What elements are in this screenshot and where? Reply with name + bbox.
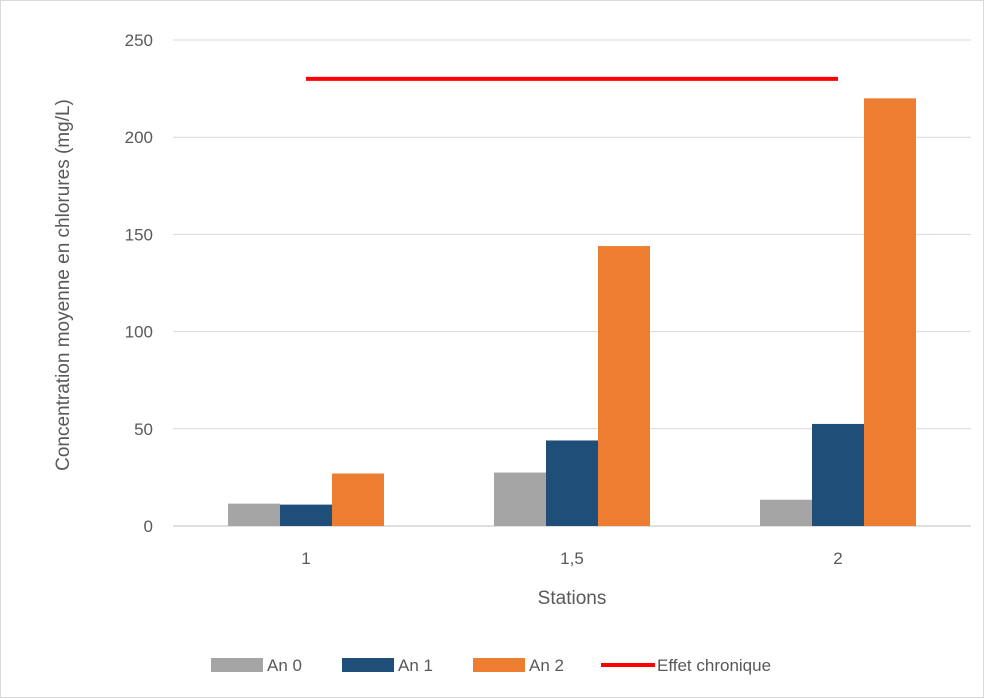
bar-an-2	[598, 246, 650, 526]
x-tick-labels: 1 1,5 2	[301, 549, 842, 568]
bar-an-1	[280, 505, 332, 526]
legend-label: An 1	[398, 656, 433, 675]
bars	[228, 98, 916, 526]
legend-swatch-an-2	[473, 658, 525, 672]
bar-an-1	[546, 440, 598, 526]
legend-swatch-an-0	[211, 658, 263, 672]
y-tick-labels: 0 50 100 150 200 250	[125, 31, 153, 536]
legend-label: An 2	[529, 656, 564, 675]
x-tick-label: 1,5	[560, 549, 584, 568]
y-tick-label: 100	[125, 323, 153, 342]
legend-label: Effet chronique	[657, 656, 771, 675]
bar-an-0	[228, 504, 280, 526]
bar-an-2	[864, 98, 916, 526]
y-tick-label: 250	[125, 31, 153, 50]
bar-an-0	[494, 473, 546, 526]
bar-an-1	[812, 424, 864, 526]
legend-label: An 0	[267, 656, 302, 675]
y-axis-title: Concentration moyenne en chlorures (mg/L…	[53, 99, 74, 471]
bar-an-0	[760, 500, 812, 526]
legend-swatch-an-1	[342, 658, 394, 672]
x-tick-label: 2	[833, 549, 842, 568]
y-tick-label: 200	[125, 128, 153, 147]
y-tick-label: 0	[144, 517, 153, 536]
x-tick-label: 1	[301, 549, 310, 568]
y-tick-label: 150	[125, 225, 153, 244]
x-axis-title: Stations	[538, 588, 607, 609]
legend: An 0 An 1 An 2 Effet chronique	[211, 656, 771, 675]
bar-an-2	[332, 474, 384, 526]
y-tick-label: 50	[134, 420, 153, 439]
